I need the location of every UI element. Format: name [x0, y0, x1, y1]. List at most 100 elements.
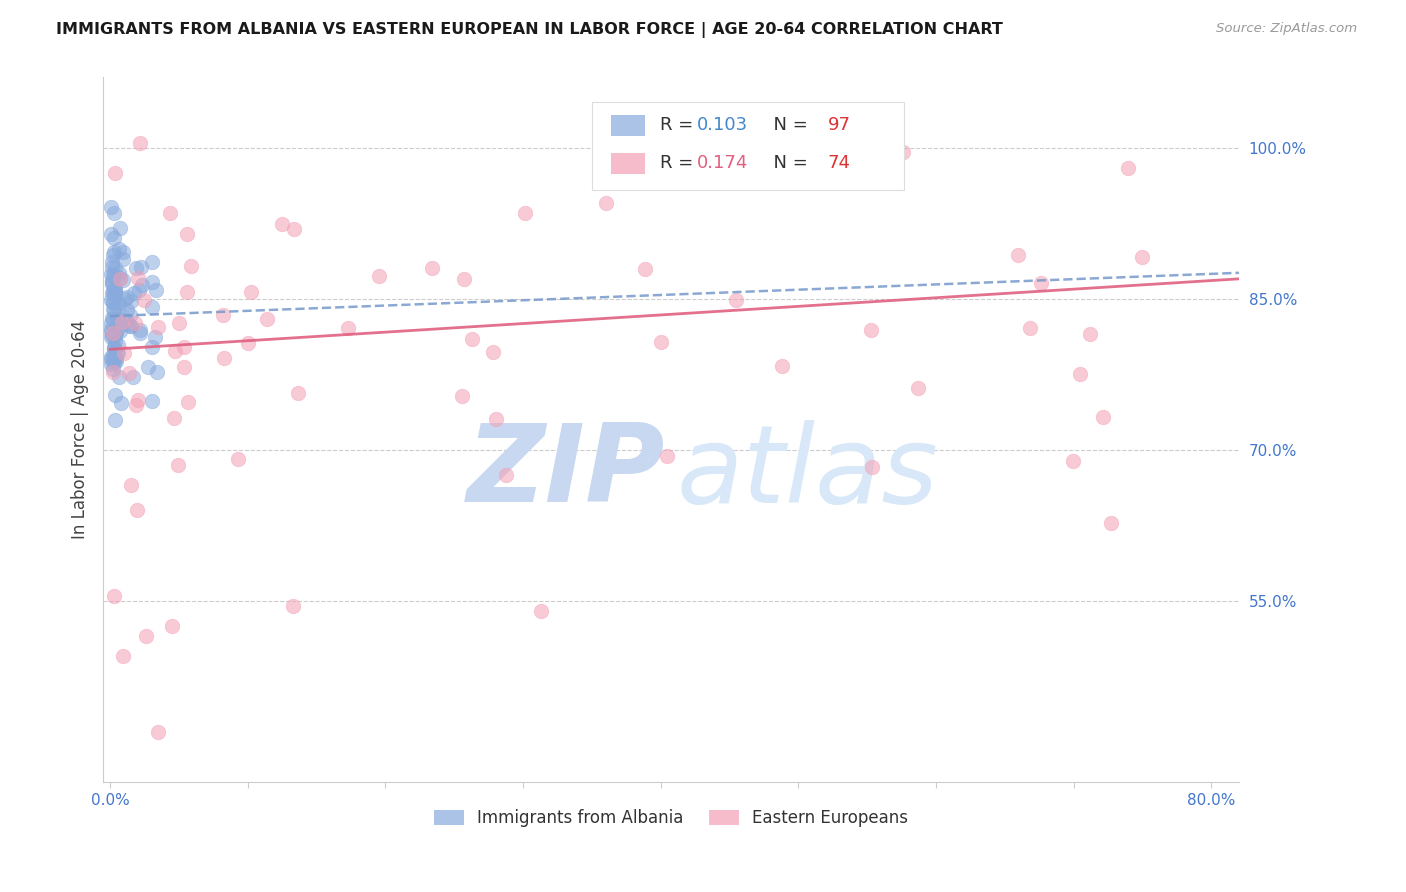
Point [103, 352, 125, 367]
Point [167, 317, 190, 331]
Point [107, 321, 129, 335]
Point [125, 503, 148, 517]
Point [135, 629, 157, 643]
Point [770, 359, 793, 373]
Point [105, 351, 128, 365]
Point [141, 393, 163, 408]
Point [120, 478, 142, 492]
Point [100, 200, 122, 214]
Point [112, 346, 135, 360]
Point [115, 302, 138, 317]
Point [101, 294, 124, 309]
Point [108, 266, 131, 280]
Point [107, 346, 129, 360]
Point [131, 278, 153, 293]
Point [124, 316, 146, 330]
Point [128, 283, 150, 297]
Point [110, 221, 132, 235]
Point [100, 275, 122, 289]
Point [163, 411, 186, 425]
Point [163, 344, 186, 359]
Point [453, 271, 475, 285]
Point [108, 271, 131, 285]
Point [110, 395, 132, 409]
Point [129, 326, 152, 341]
Point [111, 252, 134, 267]
Point [103, 206, 125, 220]
Point [530, 604, 553, 618]
Point [173, 360, 195, 375]
Text: N =: N = [762, 153, 814, 172]
Point [111, 315, 134, 329]
Point [1069, 367, 1091, 381]
Point [104, 327, 127, 342]
Point [634, 262, 657, 277]
Text: ZIP: ZIP [467, 419, 665, 525]
Point [103, 356, 125, 370]
Point [101, 248, 124, 262]
Point [104, 289, 127, 303]
Point [287, 386, 309, 401]
Point [104, 285, 127, 300]
Point [134, 293, 156, 307]
Text: IMMIGRANTS FROM ALBANIA VS EASTERN EUROPEAN IN LABOR FORCE | AGE 20-64 CORRELATI: IMMIGRANTS FROM ALBANIA VS EASTERN EUROP… [56, 22, 1002, 38]
Point [1116, 161, 1139, 175]
Point [101, 285, 124, 300]
Point [141, 300, 163, 314]
Point [104, 282, 127, 296]
Point [104, 334, 127, 348]
Point [513, 206, 536, 220]
Y-axis label: In Labor Force | Age 20-64: In Labor Force | Age 20-64 [72, 320, 89, 540]
Point [104, 387, 127, 401]
Point [104, 413, 127, 427]
Point [100, 227, 122, 241]
Text: R =: R = [659, 153, 699, 172]
Point [1099, 516, 1122, 530]
Bar [610, 115, 645, 136]
Point [107, 242, 129, 256]
Point [367, 269, 389, 284]
Point [485, 412, 508, 426]
Point [125, 261, 148, 276]
Point [100, 267, 122, 281]
Point [101, 260, 124, 274]
Point [176, 285, 198, 299]
Point [104, 166, 127, 180]
Point [104, 326, 127, 340]
Point [104, 260, 127, 275]
Point [176, 227, 198, 241]
Point [1019, 321, 1042, 335]
Point [120, 293, 142, 308]
Text: N =: N = [762, 116, 814, 134]
Point [226, 452, 249, 467]
Point [122, 286, 145, 301]
Point [108, 324, 131, 338]
Point [595, 196, 617, 211]
Point [104, 282, 127, 296]
Point [103, 268, 125, 283]
Point [110, 272, 132, 286]
Point [127, 393, 149, 408]
Point [101, 268, 124, 282]
Point [420, 261, 443, 276]
Point [650, 334, 672, 349]
Point [129, 136, 152, 150]
FancyBboxPatch shape [592, 102, 904, 190]
Point [141, 340, 163, 354]
Point [256, 312, 278, 326]
Point [270, 217, 292, 231]
Point [101, 254, 124, 268]
Point [214, 351, 236, 366]
Point [107, 314, 129, 328]
Point [101, 326, 124, 341]
Point [860, 460, 883, 475]
Bar [610, 153, 645, 174]
Point [145, 283, 167, 297]
Point [100, 277, 122, 292]
Point [143, 329, 166, 343]
Point [173, 340, 195, 354]
Text: 97: 97 [828, 116, 851, 134]
Point [1062, 453, 1084, 467]
Point [100, 324, 122, 338]
Point [103, 231, 125, 245]
